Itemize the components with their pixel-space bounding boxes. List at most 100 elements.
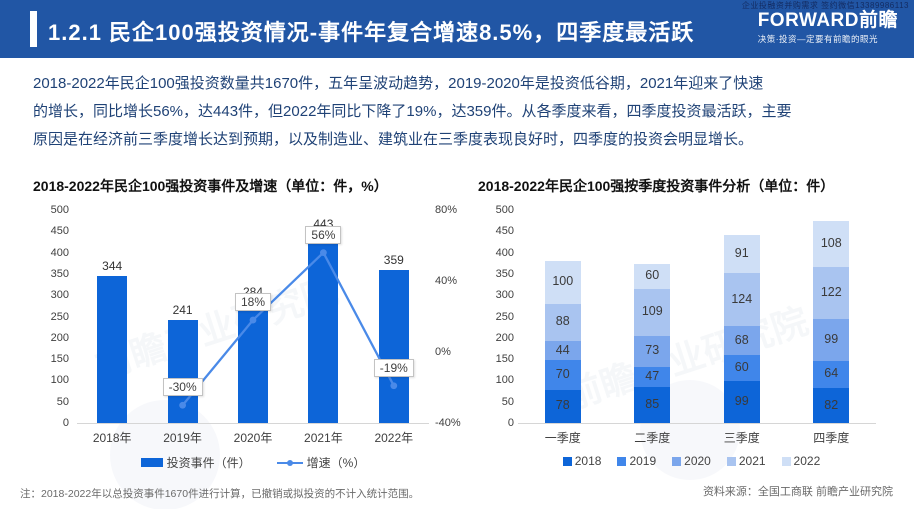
segment-value-label: 88 xyxy=(555,314,570,329)
y-axis-tick-label: 0 xyxy=(62,417,69,429)
bar-2020年 xyxy=(238,302,268,423)
segment-value-label: 64 xyxy=(824,366,839,381)
segment-value-label: 99 xyxy=(734,393,749,408)
y-axis-tick-label: 350 xyxy=(495,267,514,280)
right-axis-tick-label: 0% xyxy=(435,346,451,358)
x-axis-line xyxy=(518,423,876,424)
growth-value-label: -30% xyxy=(162,378,203,397)
segment-value-label: 85 xyxy=(645,396,660,411)
stack-segment-2022 xyxy=(544,261,581,304)
bar-value-label: 344 xyxy=(102,259,123,274)
y-axis-tick-label: 200 xyxy=(50,331,69,344)
x-axis-label: 一季度 xyxy=(544,431,581,445)
legend-item-2021: 2021 xyxy=(726,454,766,468)
chart1-legend: 投资事件（件） 增速（%） xyxy=(33,454,473,471)
x-axis-label: 2020年 xyxy=(233,431,273,445)
legend-label: 2020 xyxy=(684,454,711,468)
logo-wordmark: FORWARD前瞻 xyxy=(757,10,898,31)
y-axis-tick-label: 500 xyxy=(50,204,69,216)
segment-value-label: 82 xyxy=(824,397,839,412)
chart1-title: 2018-2022年民企100强投资事件及增速（单位：件，%） xyxy=(33,178,388,194)
segment-value-label: 109 xyxy=(641,304,663,319)
segment-value-label: 60 xyxy=(734,360,749,375)
stack-segment-2020 xyxy=(723,326,760,356)
bar-value-label: 241 xyxy=(172,303,193,318)
stack-segment-2018 xyxy=(634,386,671,423)
segment-value-label: 124 xyxy=(731,291,753,306)
year-swatch xyxy=(672,456,682,466)
line-swatch-dot xyxy=(286,459,293,466)
y-axis-tick-label: 450 xyxy=(50,225,69,238)
page-title: 1.2.1 民企100强投资情况-事件年复合增速8.5%，四季度最活跃 xyxy=(48,20,695,45)
bar-2022年 xyxy=(378,270,409,423)
y-axis-tick-label: 300 xyxy=(50,289,69,302)
stack-segment-2021 xyxy=(634,289,671,336)
y-axis-tick-label: 200 xyxy=(495,331,514,344)
legend-item-growth: 增速（%） xyxy=(276,454,366,471)
segment-value-label: 91 xyxy=(734,246,749,261)
chart-events-growth: 0 50 100 150 200 250 300 350 400 450 500 80% 40% 0% -4… xyxy=(33,198,473,478)
stack-segment-2019 xyxy=(813,360,850,389)
x-axis-label: 2021年 xyxy=(304,431,343,445)
legend-item-2020: 2020 xyxy=(672,454,711,468)
x-axis-label: 2018年 xyxy=(92,431,132,445)
x-axis-label: 2022年 xyxy=(374,431,414,445)
x-axis-label: 三季度 xyxy=(723,431,760,445)
summary-paragraph: 2018-2022年民企100强投资数量共1670件，五年呈波动趋势，2019-… xyxy=(33,70,889,154)
segment-value-label: 73 xyxy=(645,343,660,358)
stack-segment-2022 xyxy=(813,220,850,267)
stack-segment-2022 xyxy=(723,234,760,274)
legend-item-2022: 2022 xyxy=(781,454,820,468)
right-axis-tick-label: 80% xyxy=(435,204,458,216)
legend-item-2018: 2018 xyxy=(562,454,602,468)
bar-2019年 xyxy=(167,320,198,423)
segment-value-label: 99 xyxy=(824,331,839,346)
stack-segment-2021 xyxy=(813,266,850,319)
y-axis-tick-label: 350 xyxy=(50,267,69,280)
y-axis-tick-label: 400 xyxy=(50,246,69,259)
stack-segment-2020 xyxy=(544,341,581,360)
segment-value-label: 60 xyxy=(645,268,660,283)
segment-value-label: 78 xyxy=(555,398,570,413)
stack-segment-2021 xyxy=(723,273,760,327)
y-axis-tick-label: 150 xyxy=(50,353,69,366)
legend-label: 2018 xyxy=(574,454,602,468)
paragraph-line: 原因是在经济前三季度增长达到预期，以及制造业、建筑业在三季度表现良好时，四季度的… xyxy=(33,131,754,148)
paragraph-line: 的增长，同比增长56%，达443件，但2022年同比下降了19%，达359件。从… xyxy=(33,103,792,120)
y-axis-tick-label: 100 xyxy=(50,374,69,387)
segment-value-label: 122 xyxy=(820,284,842,299)
x-axis-label: 二季度 xyxy=(634,431,671,445)
segment-value-label: 68 xyxy=(734,332,749,347)
y-axis-tick-label: 50 xyxy=(501,395,514,408)
y-axis-tick-label: 250 xyxy=(50,310,69,323)
growth-value-label: 18% xyxy=(235,293,272,312)
x-axis-label: 2019年 xyxy=(163,431,202,445)
stack-segment-2019 xyxy=(544,359,581,390)
bar-2021年 xyxy=(308,234,339,423)
growth-value-label: 56% xyxy=(305,225,342,244)
legend-label: 增速（%） xyxy=(306,456,366,470)
logo-tagline: 决策·投资—定要有前瞻的眼光 xyxy=(757,34,879,44)
year-swatch xyxy=(726,456,736,466)
stack-segment-2018 xyxy=(544,389,581,423)
legend-item-events: 投资事件（件） xyxy=(140,454,251,471)
legend-label: 2019 xyxy=(629,454,657,468)
stack-segment-2018 xyxy=(723,380,760,423)
title-accent-bar xyxy=(30,11,37,47)
growth-value-label: -19% xyxy=(373,358,414,377)
x-axis-line xyxy=(77,423,429,424)
stack-segment-2021 xyxy=(544,303,581,342)
chart-quarterly-stacked: 0 50 100 150 200 250 300 350 400 450 500 78 70 44 88 10… xyxy=(478,198,905,478)
line-swatch xyxy=(276,459,303,466)
year-swatch xyxy=(781,456,791,466)
legend-label: 2021 xyxy=(738,454,766,468)
legend-label: 投资事件（件） xyxy=(166,456,251,470)
y-axis-tick-label: 400 xyxy=(495,246,514,259)
legend-item-2019: 2019 xyxy=(617,454,656,468)
bar-2018年 xyxy=(97,276,128,423)
stack-segment-2020 xyxy=(634,335,671,367)
x-axis-label: 四季度 xyxy=(813,431,850,445)
y-axis-tick-label: 0 xyxy=(507,417,514,429)
paragraph-line: 2018-2022年民企100强投资数量共1670件，五年呈波动趋势，2019-… xyxy=(33,75,764,92)
